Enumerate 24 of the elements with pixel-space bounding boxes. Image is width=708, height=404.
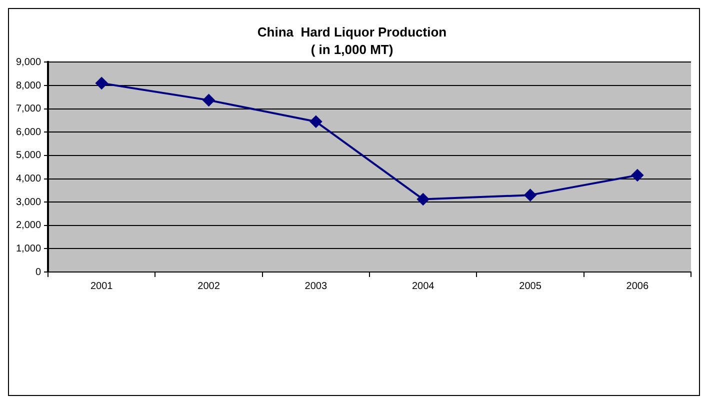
chart-title: China Hard Liquor Production <box>257 24 447 40</box>
y-tick-label: 0 <box>35 266 42 278</box>
x-tick-label: 2005 <box>519 280 542 292</box>
x-tick-label: 2002 <box>198 280 220 292</box>
y-tick-label: 4,000 <box>16 174 42 185</box>
point <box>310 116 322 128</box>
y-tick-label: 5,000 <box>16 150 42 162</box>
chart-subtitle: ( in 1,000 MT) <box>310 42 394 57</box>
x-tick-label: 2006 <box>626 280 649 292</box>
point <box>417 193 430 206</box>
y-tick-label: 9,000 <box>16 56 42 68</box>
point <box>524 189 536 202</box>
y-tick-label: 3,000 <box>16 196 42 208</box>
x-tick-label: 2001 <box>90 280 114 292</box>
y-tick-label: 2,000 <box>16 220 42 232</box>
y-tick-label: 8,000 <box>16 80 42 92</box>
point <box>96 77 108 90</box>
y-tick-label: 6,000 <box>16 126 42 138</box>
point <box>631 169 644 182</box>
y-tick-label: 7,000 <box>16 104 42 115</box>
y-tick-label: 1,000 <box>16 243 42 254</box>
point <box>202 94 215 106</box>
x-tick-label: 2003 <box>304 280 328 292</box>
x-tick-label: 2004 <box>412 280 435 292</box>
